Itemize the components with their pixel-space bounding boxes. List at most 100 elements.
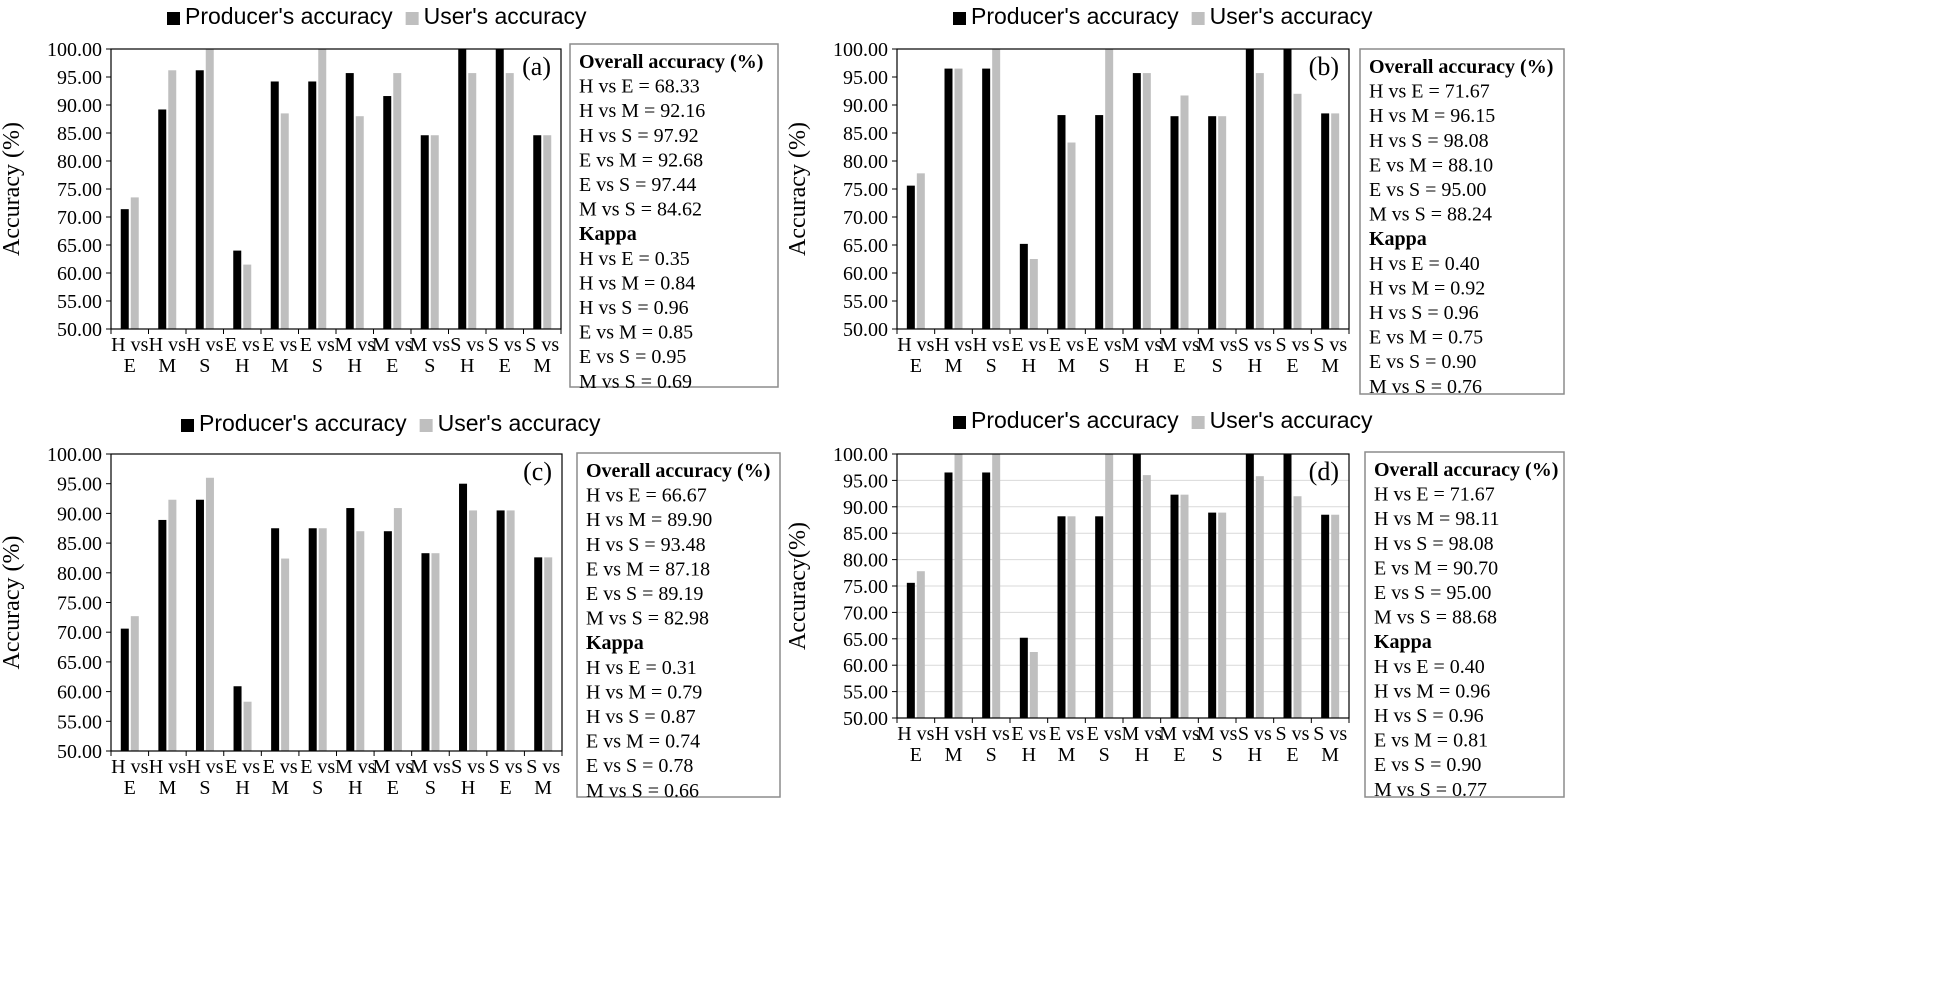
x-tick-label-line2: H [461,777,475,799]
kappa-title: Kappa [586,632,644,654]
overall-accuracy-item: E vs S = 95.00 [1374,582,1491,604]
x-tick-label-line1: E vs [1087,723,1122,745]
y-tick-label: 75.00 [57,593,102,615]
x-tick-label-line1: H vs [935,723,972,745]
bar-producer [458,49,467,329]
overall-accuracy-item: E vs S = 97.44 [579,174,696,196]
x-tick-label-line1: M vs [1159,334,1200,356]
y-tick-label: 50.00 [57,319,102,341]
x-tick-label-line1: H vs [973,723,1010,745]
bar-user [168,499,177,751]
overall-accuracy-item: H vs M = 96.15 [1369,105,1495,127]
x-tick-label-line1: S vs [488,334,522,356]
bar-producer [982,68,991,329]
bar-user [506,510,515,751]
bar-producer [944,68,953,329]
bar-user [243,264,252,329]
bar-producer [383,531,392,751]
kappa-item: H vs S = 0.96 [1374,705,1484,727]
x-tick-label-line1: H vs [149,756,186,778]
y-tick-label: 60.00 [843,263,888,285]
bar-user [130,197,139,329]
x-tick-label-line2: M [158,355,176,377]
bar-producer [1245,49,1254,329]
kappa-item: M vs S = 0.69 [579,371,692,393]
x-tick-label-line1: S vs [450,334,484,356]
x-tick-label-line1: E vs [1049,334,1084,356]
x-tick-label-line2: S [1212,355,1223,377]
x-tick-label-line2: S [312,777,323,799]
bar-user [1331,113,1340,330]
bar-user [356,531,365,751]
x-tick-label-line2: S [986,744,997,766]
legend-label-producer: Producer's accuracy [971,407,1179,433]
panel-label: (b) [1309,52,1339,81]
kappa-title: Kappa [1369,228,1427,250]
overall-accuracy-item: H vs S = 98.08 [1369,130,1489,152]
bar-user [1142,475,1151,718]
y-tick-label: 85.00 [843,523,888,545]
legend: Producer's accuracy User's accuracy [167,3,587,29]
bar-producer [383,96,392,329]
bar-producer [346,508,355,751]
chart-panel-c: Producer's accuracy User's accuracy 50.00 5… [0,410,781,802]
stats-box-frame [569,43,779,388]
bar-producer [308,528,317,751]
x-tick-label-line1: E vs [1011,334,1046,356]
x-tick-label-line2: H [1248,355,1262,377]
x-tick-label-line1: M vs [1159,723,1200,745]
bar-user [544,557,553,751]
x-tick-label-line2: E [124,777,136,799]
legend-swatch-producer [181,419,194,432]
plot-frame [896,48,1350,330]
x-tick-label-line2: S [986,355,997,377]
overall-accuracy-item: E vs M = 87.18 [586,558,710,580]
bar-user [130,616,139,751]
y-tick-label: 85.00 [57,533,102,555]
x-tick-label-line1: M vs [334,334,375,356]
bar-producer [158,109,167,329]
y-axis-title: Accuracy (%) [785,122,811,256]
kappa-item: E vs M = 0.75 [1369,327,1483,349]
bar-producer [270,81,279,329]
x-tick-label-line2: E [1173,744,1185,766]
x-tick-label-line2: E [910,355,922,377]
x-tick-label-line2: S [1099,355,1110,377]
bar-user [1067,516,1076,718]
y-axis-title: Accuracy(%) [785,522,811,650]
kappa-item: M vs S = 0.76 [1369,376,1482,398]
bar-producer [982,472,991,718]
y-tick-label: 70.00 [843,602,888,624]
x-tick-label-line2: E [499,355,511,377]
bar-user [992,454,1001,718]
y-tick-label: 65.00 [57,652,102,674]
x-tick-label-line2: M [534,777,552,799]
kappa-title: Kappa [579,223,637,245]
legend: Producer's accuracy User's accuracy [953,3,1373,29]
legend-swatch-user [1191,416,1205,429]
y-tick-label: 55.00 [57,291,102,313]
x-tick-label-line1: M vs [373,756,414,778]
overall-accuracy-item: M vs S = 88.24 [1369,204,1492,226]
x-tick-label-line2: S [1212,744,1223,766]
y-tick-label: 70.00 [57,207,102,229]
bar-user [430,135,439,329]
overall-accuracy-item: H vs E = 71.67 [1369,81,1490,103]
y-axis-title: Accuracy (%) [0,122,25,256]
x-tick-label-line1: E vs [1049,723,1084,745]
x-tick-label-line2: S [199,355,210,377]
kappa-item: H vs S = 0.87 [586,706,696,728]
y-tick-label: 60.00 [57,682,102,704]
x-tick-label-line1: H vs [111,334,148,356]
y-tick-label: 70.00 [57,622,102,644]
x-tick-label-line1: H vs [935,334,972,356]
kappa-item: H vs S = 0.96 [1369,302,1479,324]
y-tick-label: 100.00 [833,444,888,466]
stats-box-frame [1359,48,1565,395]
bar-producer [533,135,542,329]
x-tick-label-line2: E [124,355,136,377]
kappa-item: H vs M = 0.96 [1374,680,1490,702]
bar-user [1293,93,1302,329]
x-tick-label-line2: M [945,744,963,766]
